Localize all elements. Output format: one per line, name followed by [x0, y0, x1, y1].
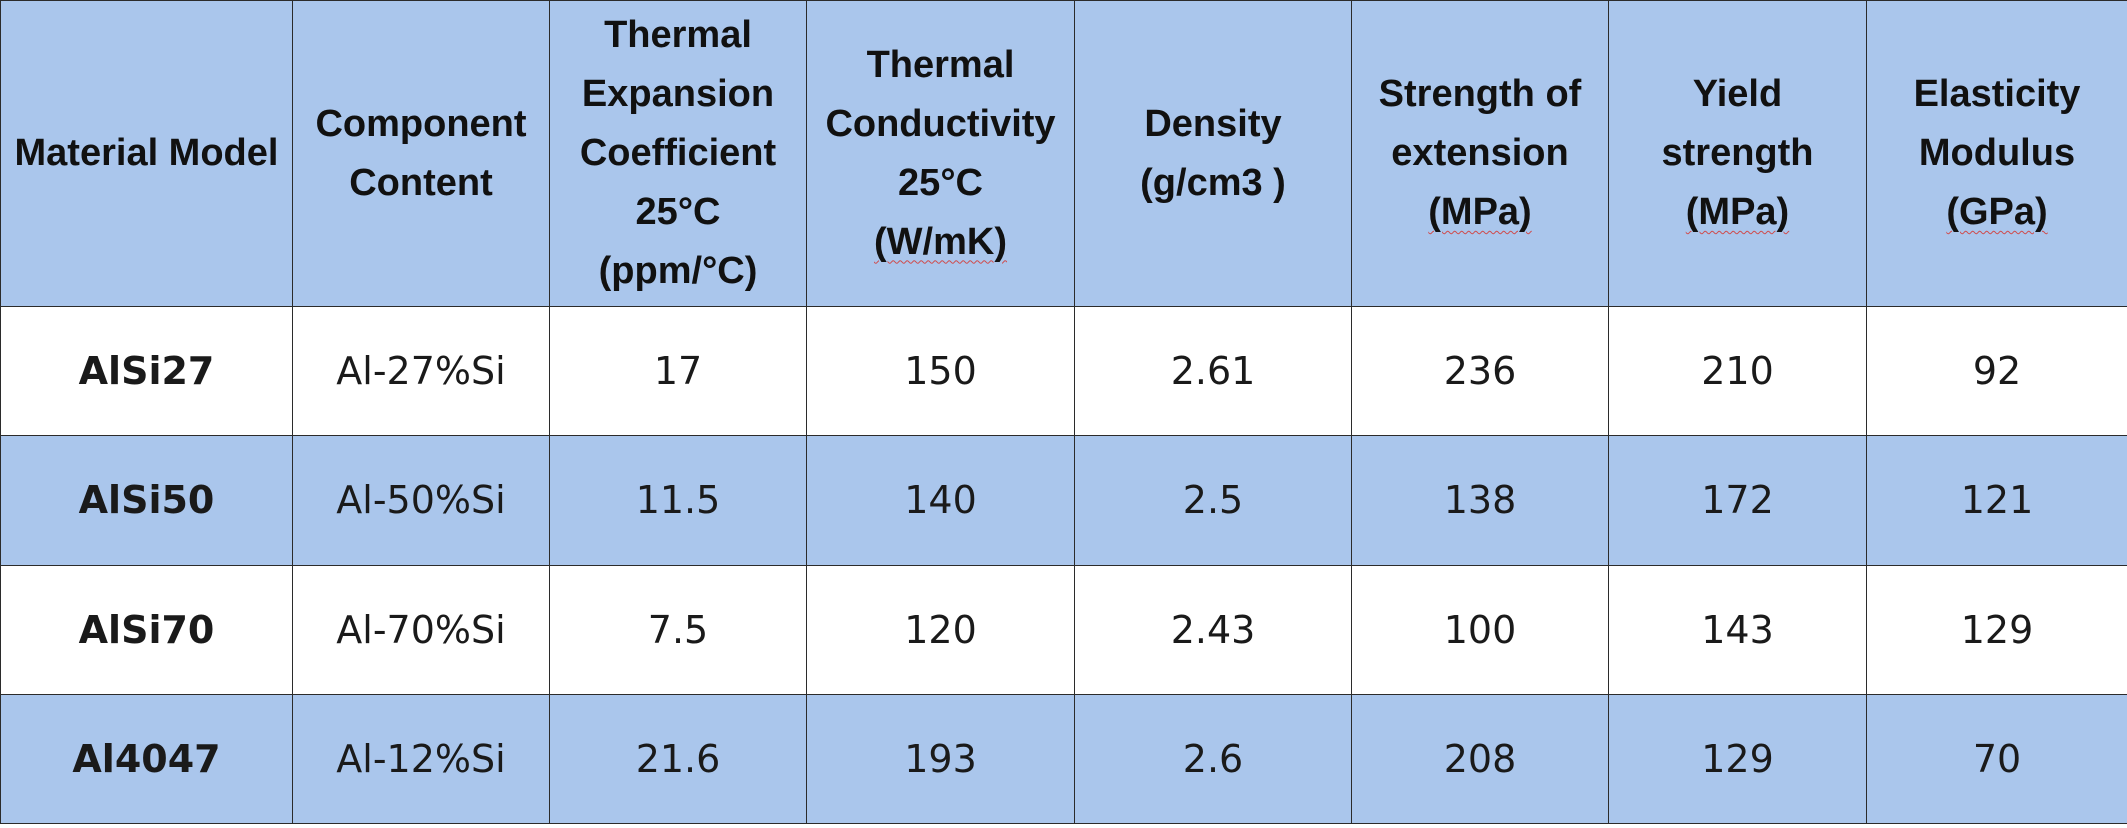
header-line: (ppm/°C) — [598, 250, 758, 292]
header-line: 25°C — [635, 191, 721, 233]
header-line: Conductivity — [825, 102, 1056, 145]
cell-material-model: AlSi70 — [0, 564, 293, 695]
header-elasticity-modulus: Elasticity Modulus (GPa) — [1866, 0, 2127, 307]
cell-thermal-expansion: 17 — [549, 305, 807, 437]
cell-density: 2.6 — [1074, 693, 1352, 825]
cell-thermal-expansion: 21.6 — [549, 693, 807, 825]
cell-component-content: Al-70%Si — [292, 564, 550, 695]
header-line: extension — [1391, 132, 1569, 174]
header-line: Elasticity — [1913, 73, 2081, 115]
header-density: Density (g/cm3 ) — [1074, 0, 1352, 307]
cell-density: 2.61 — [1074, 305, 1352, 437]
cell-density: 2.43 — [1074, 564, 1352, 695]
header-material-model: Material Model — [0, 0, 293, 307]
cell-thermal-conductivity: 120 — [806, 564, 1075, 695]
header-line: Coefficient — [579, 132, 777, 174]
header-line: Material Model — [14, 132, 279, 174]
header-line: Expansion — [581, 73, 775, 115]
header-line: Yield — [1692, 73, 1783, 115]
cell-strength-of-extension: 100 — [1351, 564, 1609, 695]
cell-elasticity-modulus: 92 — [1866, 305, 2127, 437]
header-line: Component — [315, 102, 527, 145]
header-line: (g/cm3 ) — [1140, 161, 1286, 204]
table-row: Al4047 Al-12%Si 21.6 193 2.6 208 129 70 — [0, 693, 2127, 825]
header-thermal-conductivity: Thermal Conductivity 25°C (W/mK) — [806, 0, 1075, 307]
cell-component-content: Al-50%Si — [292, 435, 550, 566]
cell-material-model: Al4047 — [0, 693, 293, 825]
header-line: Modulus — [1918, 132, 2076, 174]
cell-yield-strength: 172 — [1608, 435, 1867, 566]
cell-thermal-conductivity: 193 — [806, 693, 1075, 825]
header-yield-strength: Yield strength (MPa) — [1608, 0, 1867, 307]
header-thermal-expansion: Thermal Expansion Coefficient 25°C (ppm/… — [549, 0, 807, 307]
header-line: Content — [349, 161, 493, 204]
cell-strength-of-extension: 208 — [1351, 693, 1609, 825]
table-row: AlSi50 Al-50%Si 11.5 140 2.5 138 172 121 — [0, 435, 2127, 566]
cell-thermal-conductivity: 150 — [806, 305, 1075, 437]
header-line: Thermal — [604, 14, 752, 56]
header-line: (W/mK) — [874, 220, 1007, 263]
table-row: AlSi27 Al-27%Si 17 150 2.61 236 210 92 — [0, 305, 2127, 437]
cell-thermal-expansion: 11.5 — [549, 435, 807, 566]
header-line: 25°C — [898, 161, 983, 204]
header-component-content: Component Content — [292, 0, 550, 307]
header-line: Thermal — [866, 43, 1015, 86]
cell-material-model: AlSi27 — [0, 305, 293, 437]
cell-elasticity-modulus: 129 — [1866, 564, 2127, 695]
table-row: AlSi70 Al-70%Si 7.5 120 2.43 100 143 129 — [0, 564, 2127, 695]
cell-strength-of-extension: 236 — [1351, 305, 1609, 437]
header-row: Material Model Component Content Thermal… — [0, 0, 2127, 307]
cell-material-model: AlSi50 — [0, 435, 293, 566]
cell-thermal-conductivity: 140 — [806, 435, 1075, 566]
header-line: (GPa) — [1946, 191, 2048, 233]
cell-thermal-expansion: 7.5 — [549, 564, 807, 695]
cell-yield-strength: 210 — [1608, 305, 1867, 437]
cell-elasticity-modulus: 121 — [1866, 435, 2127, 566]
cell-yield-strength: 143 — [1608, 564, 1867, 695]
header-strength-of-extension: Strength of extension (MPa) — [1351, 0, 1609, 307]
header-line: (MPa) — [1428, 191, 1532, 233]
cell-elasticity-modulus: 70 — [1866, 693, 2127, 825]
header-line: strength — [1661, 132, 1814, 174]
cell-component-content: Al-12%Si — [292, 693, 550, 825]
cell-yield-strength: 129 — [1608, 693, 1867, 825]
header-line: (MPa) — [1685, 191, 1790, 233]
cell-strength-of-extension: 138 — [1351, 435, 1609, 566]
cell-component-content: Al-27%Si — [292, 305, 550, 437]
cell-density: 2.5 — [1074, 435, 1352, 566]
header-line: Strength of — [1378, 73, 1582, 115]
header-line: Density — [1144, 102, 1282, 145]
